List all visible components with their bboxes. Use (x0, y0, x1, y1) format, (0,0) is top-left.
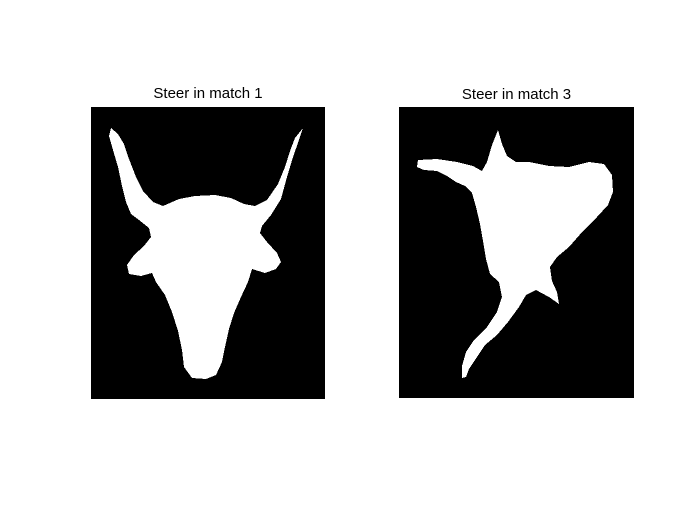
panel-title: Steer in match 3 (461, 86, 572, 103)
matched-shape-silhouette (417, 130, 613, 378)
figure-panel-match-3: Steer in match 3 (399, 86, 634, 398)
binary-image (399, 107, 634, 398)
figure-panel-match-1: Steer in match 1 (91, 85, 325, 399)
steer-head-silhouette (109, 128, 303, 379)
panel-title: Steer in match 1 (153, 85, 263, 102)
binary-image (91, 107, 325, 399)
